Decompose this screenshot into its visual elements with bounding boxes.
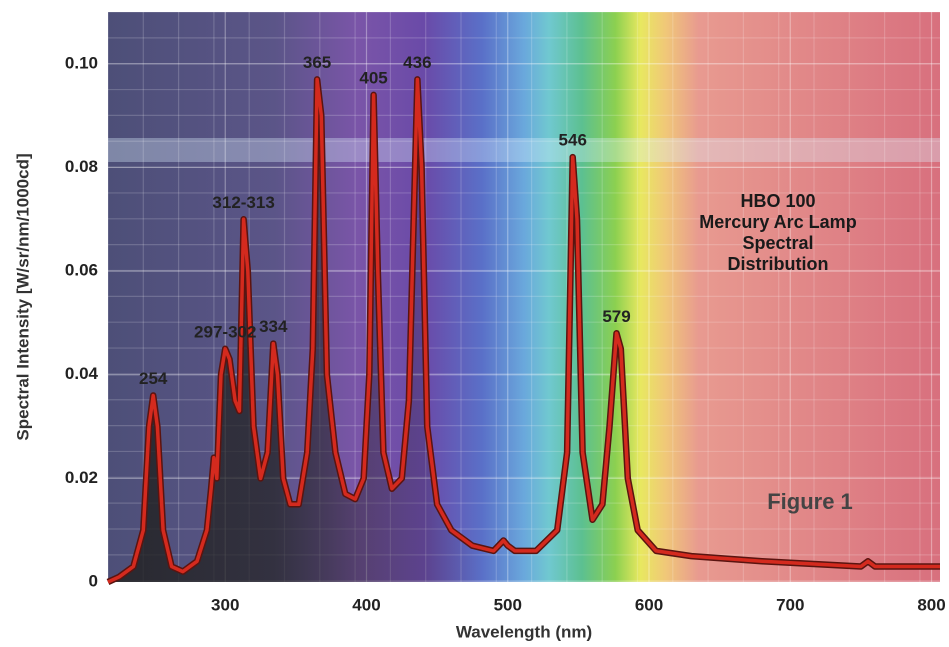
x-tick-label: 400 (352, 595, 380, 614)
plot (106, 76, 940, 585)
x-tick-label: 800 (917, 595, 945, 614)
note-text: HBO 100 (740, 191, 815, 211)
peak-label: 436 (403, 53, 431, 72)
glare-band (108, 138, 940, 162)
note-text: Spectral (742, 233, 813, 253)
peak-label: 405 (359, 68, 387, 87)
y-tick-label: 0.08 (65, 157, 98, 176)
peak-label: 312-313 (212, 193, 274, 212)
x-tick-label: 700 (776, 595, 804, 614)
note-text: Distribution (728, 254, 829, 274)
peak-label: 546 (559, 131, 587, 150)
x-tick-label: 600 (635, 595, 663, 614)
x-tick-label: 300 (211, 595, 239, 614)
y-tick-label: 0 (89, 571, 98, 590)
figure-label: Figure 1 (767, 489, 853, 514)
line (107, 77, 940, 584)
x-axis-title: Wavelength (nm) (456, 622, 592, 641)
y-tick-label: 0.02 (65, 468, 98, 487)
peak-label: 297-302 (194, 322, 256, 341)
y-axis-title: Spectral Intensity [W/sr/nm/1000cd] (13, 153, 32, 440)
peak-label: 579 (602, 307, 630, 326)
y-tick-label: 0.06 (65, 261, 98, 280)
peak-label: 334 (259, 317, 288, 336)
x-tick-label: 500 (494, 595, 522, 614)
y-tick-label: 0.10 (65, 53, 98, 72)
y-tick-label: 0.04 (65, 364, 99, 383)
note-text: Mercury Arc Lamp (699, 212, 856, 232)
peak-label: 254 (139, 369, 168, 388)
peak-label: 365 (303, 53, 331, 72)
